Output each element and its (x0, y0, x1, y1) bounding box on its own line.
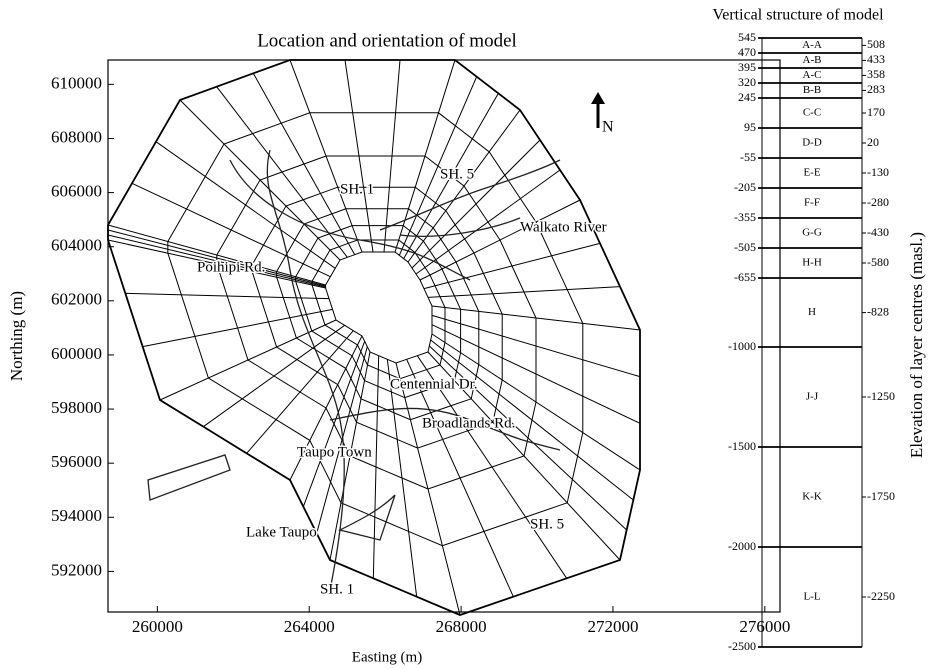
x-axis-label: Easting (m) (352, 649, 422, 665)
place-label: Broadlands Rd. (422, 415, 515, 431)
layer-name: B-B (803, 84, 821, 96)
x-tick-label: 264000 (284, 617, 335, 636)
layer-name: C-C (803, 107, 821, 119)
x-tick-label: 272000 (587, 617, 638, 636)
y-tick-label: 610000 (51, 73, 102, 92)
place-label: Lake Taupo (246, 524, 317, 540)
grid-radial (407, 359, 514, 596)
layer-name: J-J (806, 391, 819, 403)
boundary-label: 545 (738, 30, 756, 44)
map-frame (108, 60, 780, 612)
y-tick-label: 600000 (51, 344, 102, 363)
place-label: Poihipi Rd. (197, 259, 265, 275)
grid-radial (160, 320, 336, 400)
layer-name: G-G (802, 227, 822, 239)
centre-label: -2250 (867, 589, 895, 603)
map-title: Location and orientation of model (257, 30, 517, 51)
boundary-label: -205 (734, 180, 756, 194)
place-label: SH. 5 (530, 516, 564, 532)
boundary-label: -655 (734, 270, 756, 284)
centre-label: -430 (867, 225, 889, 239)
y-tick-label: 602000 (51, 290, 102, 309)
y-tick-label: 598000 (51, 398, 102, 417)
boundary-label: 470 (738, 45, 756, 59)
x-tick-label: 276000 (739, 617, 790, 636)
y-tick-label: 594000 (51, 506, 102, 525)
grid-radial (420, 200, 580, 280)
grid-radial (143, 309, 333, 346)
y-tick-label: 592000 (51, 560, 102, 579)
boundary-label: 245 (738, 90, 756, 104)
north-arrow-head (591, 92, 605, 104)
layer-name: A-C (803, 69, 822, 81)
centre-label: 358 (867, 67, 885, 81)
boundary-label: -1000 (728, 339, 756, 353)
centre-label: 20 (867, 135, 879, 149)
centre-label: -1750 (867, 489, 895, 503)
structure-title: Vertical structure of model (712, 7, 884, 24)
grid-radial (253, 73, 354, 254)
layer-name: H-H (802, 257, 822, 269)
layer-name: L-L (803, 591, 820, 603)
y-tick-label: 604000 (51, 236, 102, 255)
grid-radial (108, 225, 326, 285)
y-axis-label: Northing (m) (7, 291, 26, 381)
grid-radial (125, 293, 329, 298)
figure: Location and orientation of model Eastin… (0, 0, 935, 669)
place-label: SH. 5 (440, 166, 474, 182)
place-label: Walkato River (520, 219, 607, 235)
feature (148, 455, 230, 500)
centre-label: -580 (867, 255, 889, 269)
boundary-label: 320 (738, 75, 756, 89)
boundary-label: -1500 (728, 439, 756, 453)
layer-name: D-D (802, 137, 822, 149)
layer-name: A-A (802, 39, 822, 51)
centre-label: 433 (867, 52, 885, 66)
place-label: Centennial Dr. (390, 376, 477, 392)
place-label: Taupo Town (297, 444, 372, 460)
boundary-label: 95 (744, 120, 756, 134)
centre-label: 508 (867, 37, 885, 51)
centre-label: 283 (867, 82, 885, 96)
boundary-label: -505 (734, 240, 756, 254)
boundary-label: -55 (740, 150, 756, 164)
layer-name: K-K (802, 491, 822, 503)
grid-radial (424, 243, 600, 288)
layer-name: F-F (804, 197, 820, 209)
centre-label: 170 (867, 105, 885, 119)
centre-label: -828 (867, 304, 889, 318)
boundary-label: -2000 (728, 539, 756, 553)
grid-radial (180, 100, 340, 260)
y-tick-label: 606000 (51, 181, 102, 200)
lake-shore (340, 495, 395, 540)
boundary-label: -355 (734, 210, 756, 224)
layer-name: H (808, 306, 816, 318)
north-label: N (602, 119, 614, 136)
y-tick-label: 596000 (51, 452, 102, 471)
centre-label: -130 (867, 165, 889, 179)
grid-radial (428, 287, 620, 298)
place-label: SH. 1 (320, 581, 354, 597)
grid-radial (373, 356, 378, 579)
boundary-label: 395 (738, 60, 756, 74)
structure-axis-label: Elevation of layer centres (masl.) (907, 232, 926, 458)
grid-radial (429, 346, 626, 530)
layer-name: A-B (803, 54, 822, 66)
layer-name: E-E (803, 167, 820, 179)
grid-radial (412, 140, 540, 268)
centre-label: -1250 (867, 389, 895, 403)
y-tick-label: 608000 (51, 127, 102, 146)
x-tick-label: 260000 (132, 617, 183, 636)
grid-radial (303, 341, 364, 506)
grid-radial (396, 363, 460, 615)
grid-ring (326, 252, 432, 363)
centre-label: -280 (867, 195, 889, 209)
x-tick-label: 268000 (436, 617, 487, 636)
boundary-label: -2500 (728, 639, 756, 653)
place-label: SH. 1 (340, 181, 374, 197)
